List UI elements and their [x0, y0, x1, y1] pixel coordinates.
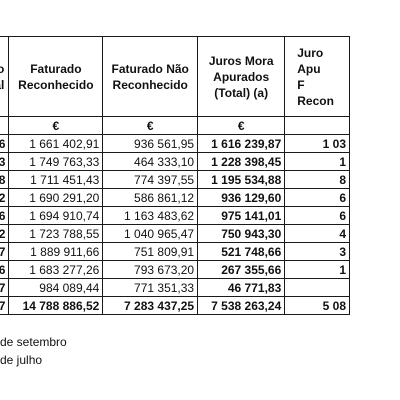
- table-cell: 1 711 451,43: [8, 170, 104, 189]
- table-cell: 40,77: [0, 278, 10, 297]
- table-cell: 936 129,60: [197, 188, 286, 207]
- table-cell: 1: [284, 152, 350, 171]
- total-row: 23,7714 788 886,527 283 437,257 538 263,…: [0, 296, 350, 315]
- unit-cell: €: [8, 116, 104, 135]
- table-cell: 6: [284, 206, 350, 225]
- table-cell: 64,86: [0, 134, 10, 153]
- table-cell: 464 333,10: [102, 152, 199, 171]
- table-cell: 1 723 788,55: [8, 224, 104, 243]
- table-cell: 984 089,44: [8, 278, 104, 297]
- header-cell-faturado-reconhecido: Faturado Reconhecido: [8, 36, 104, 117]
- table-cell: 1 163 483,62: [102, 206, 199, 225]
- table-cell: 48,98: [0, 170, 10, 189]
- total-cell: 14 788 886,52: [8, 296, 104, 315]
- table-cell: 50,46: [0, 260, 10, 279]
- note-line: de julho: [0, 353, 43, 367]
- table-cell: 751 809,91: [102, 242, 199, 261]
- table-cell: 750 943,30: [197, 224, 286, 243]
- table-cell: 975 141,01: [197, 206, 286, 225]
- table-cell: 1 683 277,26: [8, 260, 104, 279]
- table-cell: 793 673,20: [102, 260, 199, 279]
- table-cell: [284, 278, 350, 297]
- total-cell: 7 283 437,25: [102, 296, 199, 315]
- table-cell: 1 040 965,47: [102, 224, 199, 243]
- table-cell: 1: [284, 260, 350, 279]
- table-cell: 1 749 763,33: [8, 152, 104, 171]
- table-cell: 774 397,55: [102, 170, 199, 189]
- total-cell: 23,77: [0, 296, 10, 315]
- table-cell: 4: [284, 224, 350, 243]
- unit-cell: €: [197, 116, 286, 135]
- table-cell: 94,36: [0, 206, 10, 225]
- total-cell: 5 08: [284, 296, 350, 315]
- unit-cell: €: [102, 116, 199, 135]
- table-cell: 52,32: [0, 188, 10, 207]
- table-cell: 771 351,33: [102, 278, 199, 297]
- header-cell-juros-mora-apurados: Juros Mora Apurados (Total) (a): [197, 36, 286, 117]
- table-cell: 1 889 911,66: [8, 242, 104, 261]
- table-cell: 96,43: [0, 152, 10, 171]
- table-cell: 1 228 398,45: [197, 152, 286, 171]
- header-cell-faturado-nao-reconhecido: Faturado Não Reconhecido: [102, 36, 199, 117]
- header-cell-total: adoal: [0, 36, 10, 117]
- total-cell: 7 538 263,24: [197, 296, 286, 315]
- table-cell: 3: [284, 242, 350, 261]
- table-cell: 46 771,83: [197, 278, 286, 297]
- table-cell: 936 561,95: [102, 134, 199, 153]
- unit-cell: [0, 116, 10, 135]
- table-cell: 267 355,66: [197, 260, 286, 279]
- table-cell: 521 748,66: [197, 242, 286, 261]
- table-notes: de setembro de julho: [0, 333, 67, 369]
- note-line: de setembro: [0, 335, 67, 349]
- table-cell: 8: [284, 170, 350, 189]
- table-cell: 1 195 534,88: [197, 170, 286, 189]
- table-cell: 1 03: [284, 134, 350, 153]
- unit-row: € € €: [0, 116, 350, 135]
- table-cell: 1 690 291,20: [8, 188, 104, 207]
- header-cell-juros-apurados-reconhecidos: Juro Apu F Recon: [284, 36, 350, 117]
- table-cell: 586 861,12: [102, 188, 199, 207]
- table-cell: 1 616 239,87: [197, 134, 286, 153]
- table-cell: 6: [284, 188, 350, 207]
- table-cell: 54,02: [0, 224, 10, 243]
- unit-cell: [284, 116, 350, 135]
- table-cell: 1 694 910,74: [8, 206, 104, 225]
- table-cell: 21,57: [0, 242, 10, 261]
- table-cell: 1 661 402,91: [8, 134, 104, 153]
